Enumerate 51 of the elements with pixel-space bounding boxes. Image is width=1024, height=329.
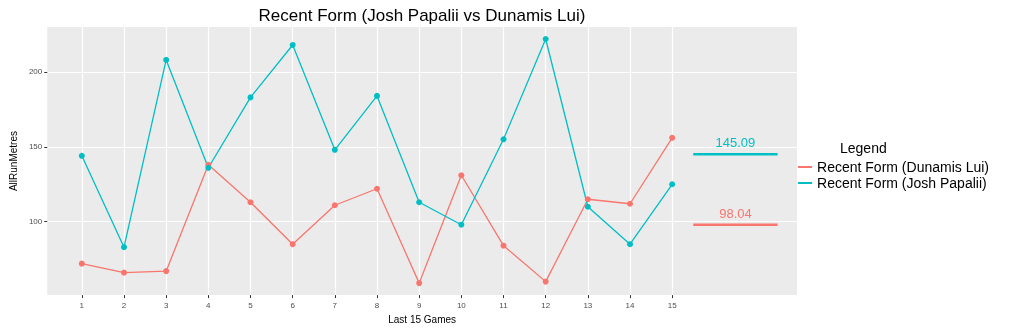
point (78, 152, 85, 159)
point (331, 202, 338, 209)
point (121, 269, 127, 276)
point (163, 268, 170, 275)
point (458, 172, 465, 179)
y-tick-label: 100 (28, 217, 43, 227)
y-tick-label: 150 (28, 142, 43, 152)
y-tick-label: 200 (28, 67, 43, 77)
data-label: 145.09 (715, 135, 756, 151)
point (669, 134, 676, 141)
legend-label: Recent Form (Dunamis Lui) (817, 159, 989, 175)
point (584, 196, 591, 203)
x-tick-label: 13 (583, 300, 593, 310)
point (374, 185, 380, 192)
chart-title: Recent Form (Josh Papalii vs Dunamis Lui) (258, 6, 586, 25)
point (289, 41, 296, 48)
x-tick-label: 11 (499, 300, 509, 310)
point (78, 260, 85, 267)
point (416, 280, 423, 287)
point (542, 35, 549, 42)
x-tick-label: 4 (206, 300, 212, 310)
point (289, 241, 296, 248)
x-tick-label: 2 (121, 300, 127, 310)
point (584, 203, 591, 210)
point (374, 92, 380, 99)
point (121, 244, 127, 251)
x-tick-label: 14 (625, 300, 636, 310)
x-tick-label: 7 (332, 300, 338, 310)
x-tick-label: 5 (248, 300, 254, 310)
point (627, 241, 634, 248)
point (163, 56, 170, 63)
x-axis-title: Last 15 Games (388, 313, 457, 325)
point (247, 199, 254, 206)
x-tick-label: 8 (374, 300, 380, 310)
x-tick-label: 3 (163, 300, 169, 310)
point (669, 181, 676, 188)
point (627, 200, 634, 207)
legend-title: Legend (840, 140, 887, 156)
point (542, 278, 549, 285)
x-tick-label: 1 (79, 300, 85, 310)
point (458, 221, 465, 228)
x-tick-label: 6 (290, 300, 296, 310)
legend-label: Recent Form (Josh Papalii) (817, 175, 987, 191)
x-tick-label: 12 (541, 300, 551, 310)
x-tick-label: 10 (456, 300, 467, 310)
x-tick-label: 9 (416, 300, 422, 310)
x-tick-label: 15 (667, 300, 678, 310)
y-axis-title: AllRunMetres (7, 131, 19, 192)
data-label: 98.04 (719, 205, 752, 221)
point (331, 146, 338, 153)
point (416, 199, 423, 206)
